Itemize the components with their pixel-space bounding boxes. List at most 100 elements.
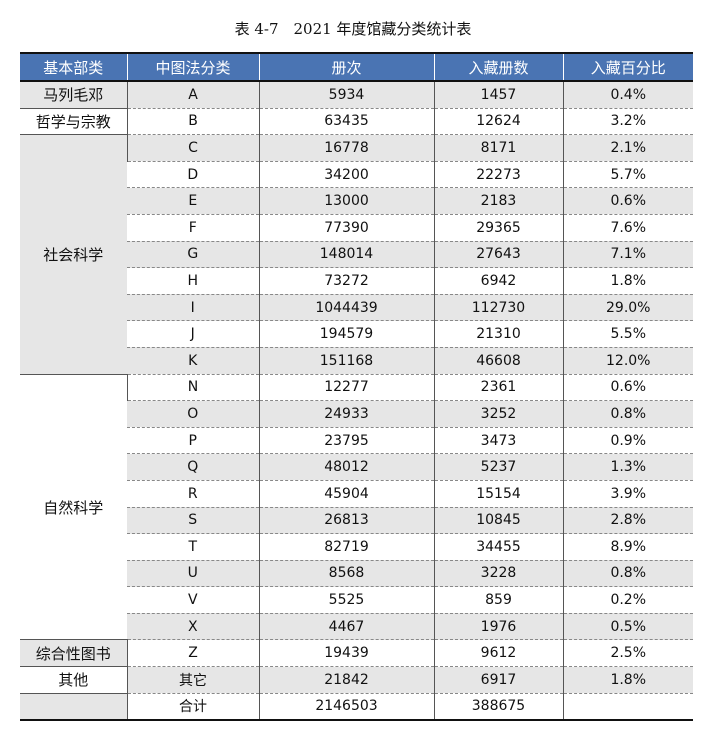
percentage-cell xyxy=(562,693,693,722)
collected-cell: 859 xyxy=(433,586,563,614)
code-cell: F xyxy=(127,214,259,242)
table-row: D 34200 22273 5.7% xyxy=(20,161,693,189)
volumes-cell: 21842 xyxy=(258,666,434,694)
percentage-cell: 2.8% xyxy=(562,507,693,535)
table-row: 马列毛邓 A 5934 1457 0.4% xyxy=(20,81,693,109)
percentage-cell: 2.1% xyxy=(562,134,693,162)
table-row: H 73272 6942 1.8% xyxy=(20,267,693,295)
category-cell: 哲学与宗教 xyxy=(20,108,127,136)
volumes-cell: 82719 xyxy=(258,533,434,561)
table-row: F 77390 29365 7.6% xyxy=(20,214,693,242)
volumes-cell: 151168 xyxy=(258,347,434,375)
collected-cell: 27643 xyxy=(433,241,563,269)
volumes-cell: 12277 xyxy=(258,374,434,402)
code-cell: X xyxy=(127,613,259,641)
collected-cell: 29365 xyxy=(433,214,563,242)
table-row: 哲学与宗教 B 63435 12624 3.2% xyxy=(20,108,693,136)
header-classification: 中图法分类 xyxy=(126,53,259,82)
volumes-cell: 23795 xyxy=(258,427,434,455)
header-collected: 入藏册数 xyxy=(433,53,563,82)
table-row: E 13000 2183 0.6% xyxy=(20,187,693,215)
table-row: Q 48012 5237 1.3% xyxy=(20,453,693,481)
volumes-cell: 24933 xyxy=(258,400,434,428)
collected-cell: 46608 xyxy=(433,347,563,375)
volumes-cell: 73272 xyxy=(258,267,434,295)
code-cell: C xyxy=(126,134,259,162)
volumes-cell: 194579 xyxy=(258,320,434,348)
volumes-cell: 34200 xyxy=(258,161,434,189)
percentage-cell: 0.5% xyxy=(562,613,693,641)
volumes-cell: 5934 xyxy=(258,81,434,109)
table-row: K 151168 46608 12.0% xyxy=(20,347,693,375)
collected-cell: 8171 xyxy=(433,134,563,162)
volumes-cell: 45904 xyxy=(258,480,434,508)
category-cell: 自然科学 xyxy=(20,374,127,641)
table-row: P 23795 3473 0.9% xyxy=(20,427,693,455)
volumes-cell: 148014 xyxy=(258,241,434,269)
collected-cell: 112730 xyxy=(433,294,563,322)
percentage-cell: 0.8% xyxy=(562,400,693,428)
percentage-cell: 3.9% xyxy=(562,480,693,508)
code-cell: T xyxy=(127,533,259,561)
collected-cell: 5237 xyxy=(433,453,563,481)
percentage-cell: 12.0% xyxy=(562,347,693,375)
collected-cell: 3228 xyxy=(433,560,563,588)
table-row: U 8568 3228 0.8% xyxy=(20,560,693,588)
collected-cell: 3473 xyxy=(433,427,563,455)
table-row: 自然科学 N 12277 2361 0.6% xyxy=(20,374,693,641)
code-cell: V xyxy=(127,586,259,614)
header-volumes: 册次 xyxy=(258,53,434,82)
collected-cell: 6917 xyxy=(433,666,563,694)
table-caption: 表 4-7 2021 年度馆藏分类统计表 xyxy=(234,20,472,38)
collected-cell: 21310 xyxy=(433,320,563,348)
collected-cell: 12624 xyxy=(433,108,563,136)
code-cell: A xyxy=(126,81,259,109)
code-cell: U xyxy=(127,560,259,588)
volumes-cell: 5525 xyxy=(258,586,434,614)
percentage-cell: 2.5% xyxy=(562,639,693,668)
volumes-cell: 48012 xyxy=(258,453,434,481)
code-cell: E xyxy=(127,187,259,215)
collected-cell: 388675 xyxy=(433,693,563,722)
collected-cell: 34455 xyxy=(433,533,563,561)
volumes-cell: 8568 xyxy=(258,560,434,588)
code-cell: S xyxy=(127,507,259,535)
collected-cell: 2361 xyxy=(433,374,563,402)
collected-cell: 9612 xyxy=(433,639,563,668)
collected-cell: 15154 xyxy=(433,480,563,508)
volumes-cell: 13000 xyxy=(258,187,434,215)
table-row: O 24933 3252 0.8% xyxy=(20,400,693,428)
table-row: 综合性图书 Z 19439 9612 2.5% xyxy=(20,639,693,668)
collected-cell: 10845 xyxy=(433,507,563,535)
code-cell: R xyxy=(127,480,259,508)
collected-cell: 2183 xyxy=(433,187,563,215)
category-cell xyxy=(20,693,127,722)
table-row: G 148014 27643 7.1% xyxy=(20,241,693,269)
volumes-cell: 19439 xyxy=(258,639,434,668)
table-row: J 194579 21310 5.5% xyxy=(20,320,693,348)
code-cell: D xyxy=(127,161,259,189)
volumes-cell: 4467 xyxy=(258,613,434,641)
collected-cell: 3252 xyxy=(433,400,563,428)
category-cell: 综合性图书 xyxy=(20,639,127,668)
volumes-cell: 77390 xyxy=(258,214,434,242)
collected-cell: 1976 xyxy=(433,613,563,641)
collected-cell: 1457 xyxy=(433,81,563,109)
table-row: T 82719 34455 8.9% xyxy=(20,533,693,561)
collected-cell: 6942 xyxy=(433,267,563,295)
code-cell: Q xyxy=(127,453,259,481)
code-cell: G xyxy=(127,241,259,269)
percentage-cell: 1.3% xyxy=(562,453,693,481)
table-row: 其他 其它 21842 6917 1.8% xyxy=(20,666,693,694)
code-cell: K xyxy=(127,347,259,375)
percentage-cell: 29.0% xyxy=(562,294,693,322)
table-row: 合计 2146503 388675 xyxy=(20,693,693,722)
volumes-cell: 26813 xyxy=(258,507,434,535)
code-cell: H xyxy=(127,267,259,295)
percentage-cell: 5.7% xyxy=(562,161,693,189)
percentage-cell: 1.8% xyxy=(562,666,693,694)
collection-statistics-table: 基本部类 中图法分类 册次 入藏册数 入藏百分比 马列毛邓 A 5934 1457 0.… xyxy=(20,52,693,722)
table-row: S 26813 10845 2.8% xyxy=(20,507,693,535)
table-row: I 1044439 112730 29.0% xyxy=(20,294,693,322)
code-cell: N xyxy=(126,374,259,402)
